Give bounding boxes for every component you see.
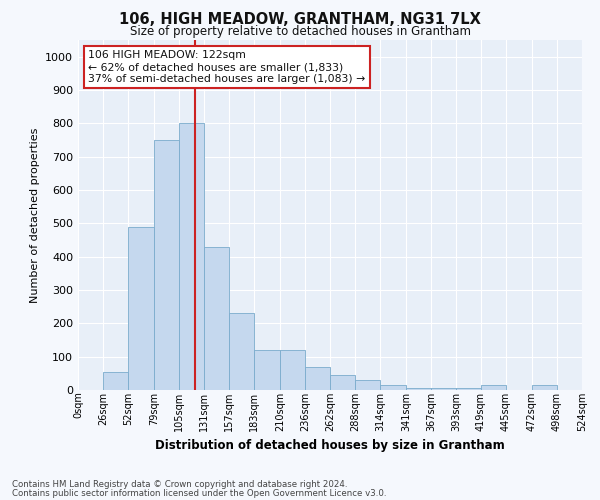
Bar <box>532 385 557 390</box>
Bar <box>330 375 355 390</box>
Bar <box>355 380 380 390</box>
Y-axis label: Number of detached properties: Number of detached properties <box>29 128 40 302</box>
Bar <box>280 350 305 390</box>
Bar <box>254 350 280 390</box>
Bar <box>406 388 431 390</box>
Bar <box>431 388 456 390</box>
Bar <box>204 246 229 390</box>
Text: 106, HIGH MEADOW, GRANTHAM, NG31 7LX: 106, HIGH MEADOW, GRANTHAM, NG31 7LX <box>119 12 481 26</box>
Bar <box>154 140 179 390</box>
Text: Size of property relative to detached houses in Grantham: Size of property relative to detached ho… <box>130 24 470 38</box>
Bar <box>380 385 406 390</box>
Bar <box>179 124 204 390</box>
Bar <box>456 388 481 390</box>
Text: Contains HM Land Registry data © Crown copyright and database right 2024.: Contains HM Land Registry data © Crown c… <box>12 480 347 489</box>
Bar <box>481 385 506 390</box>
Text: Contains public sector information licensed under the Open Government Licence v3: Contains public sector information licen… <box>12 489 386 498</box>
Bar <box>128 226 154 390</box>
Text: 106 HIGH MEADOW: 122sqm
← 62% of detached houses are smaller (1,833)
37% of semi: 106 HIGH MEADOW: 122sqm ← 62% of detache… <box>88 50 365 84</box>
Bar <box>103 372 128 390</box>
X-axis label: Distribution of detached houses by size in Grantham: Distribution of detached houses by size … <box>155 439 505 452</box>
Bar <box>305 366 330 390</box>
Bar <box>229 314 254 390</box>
